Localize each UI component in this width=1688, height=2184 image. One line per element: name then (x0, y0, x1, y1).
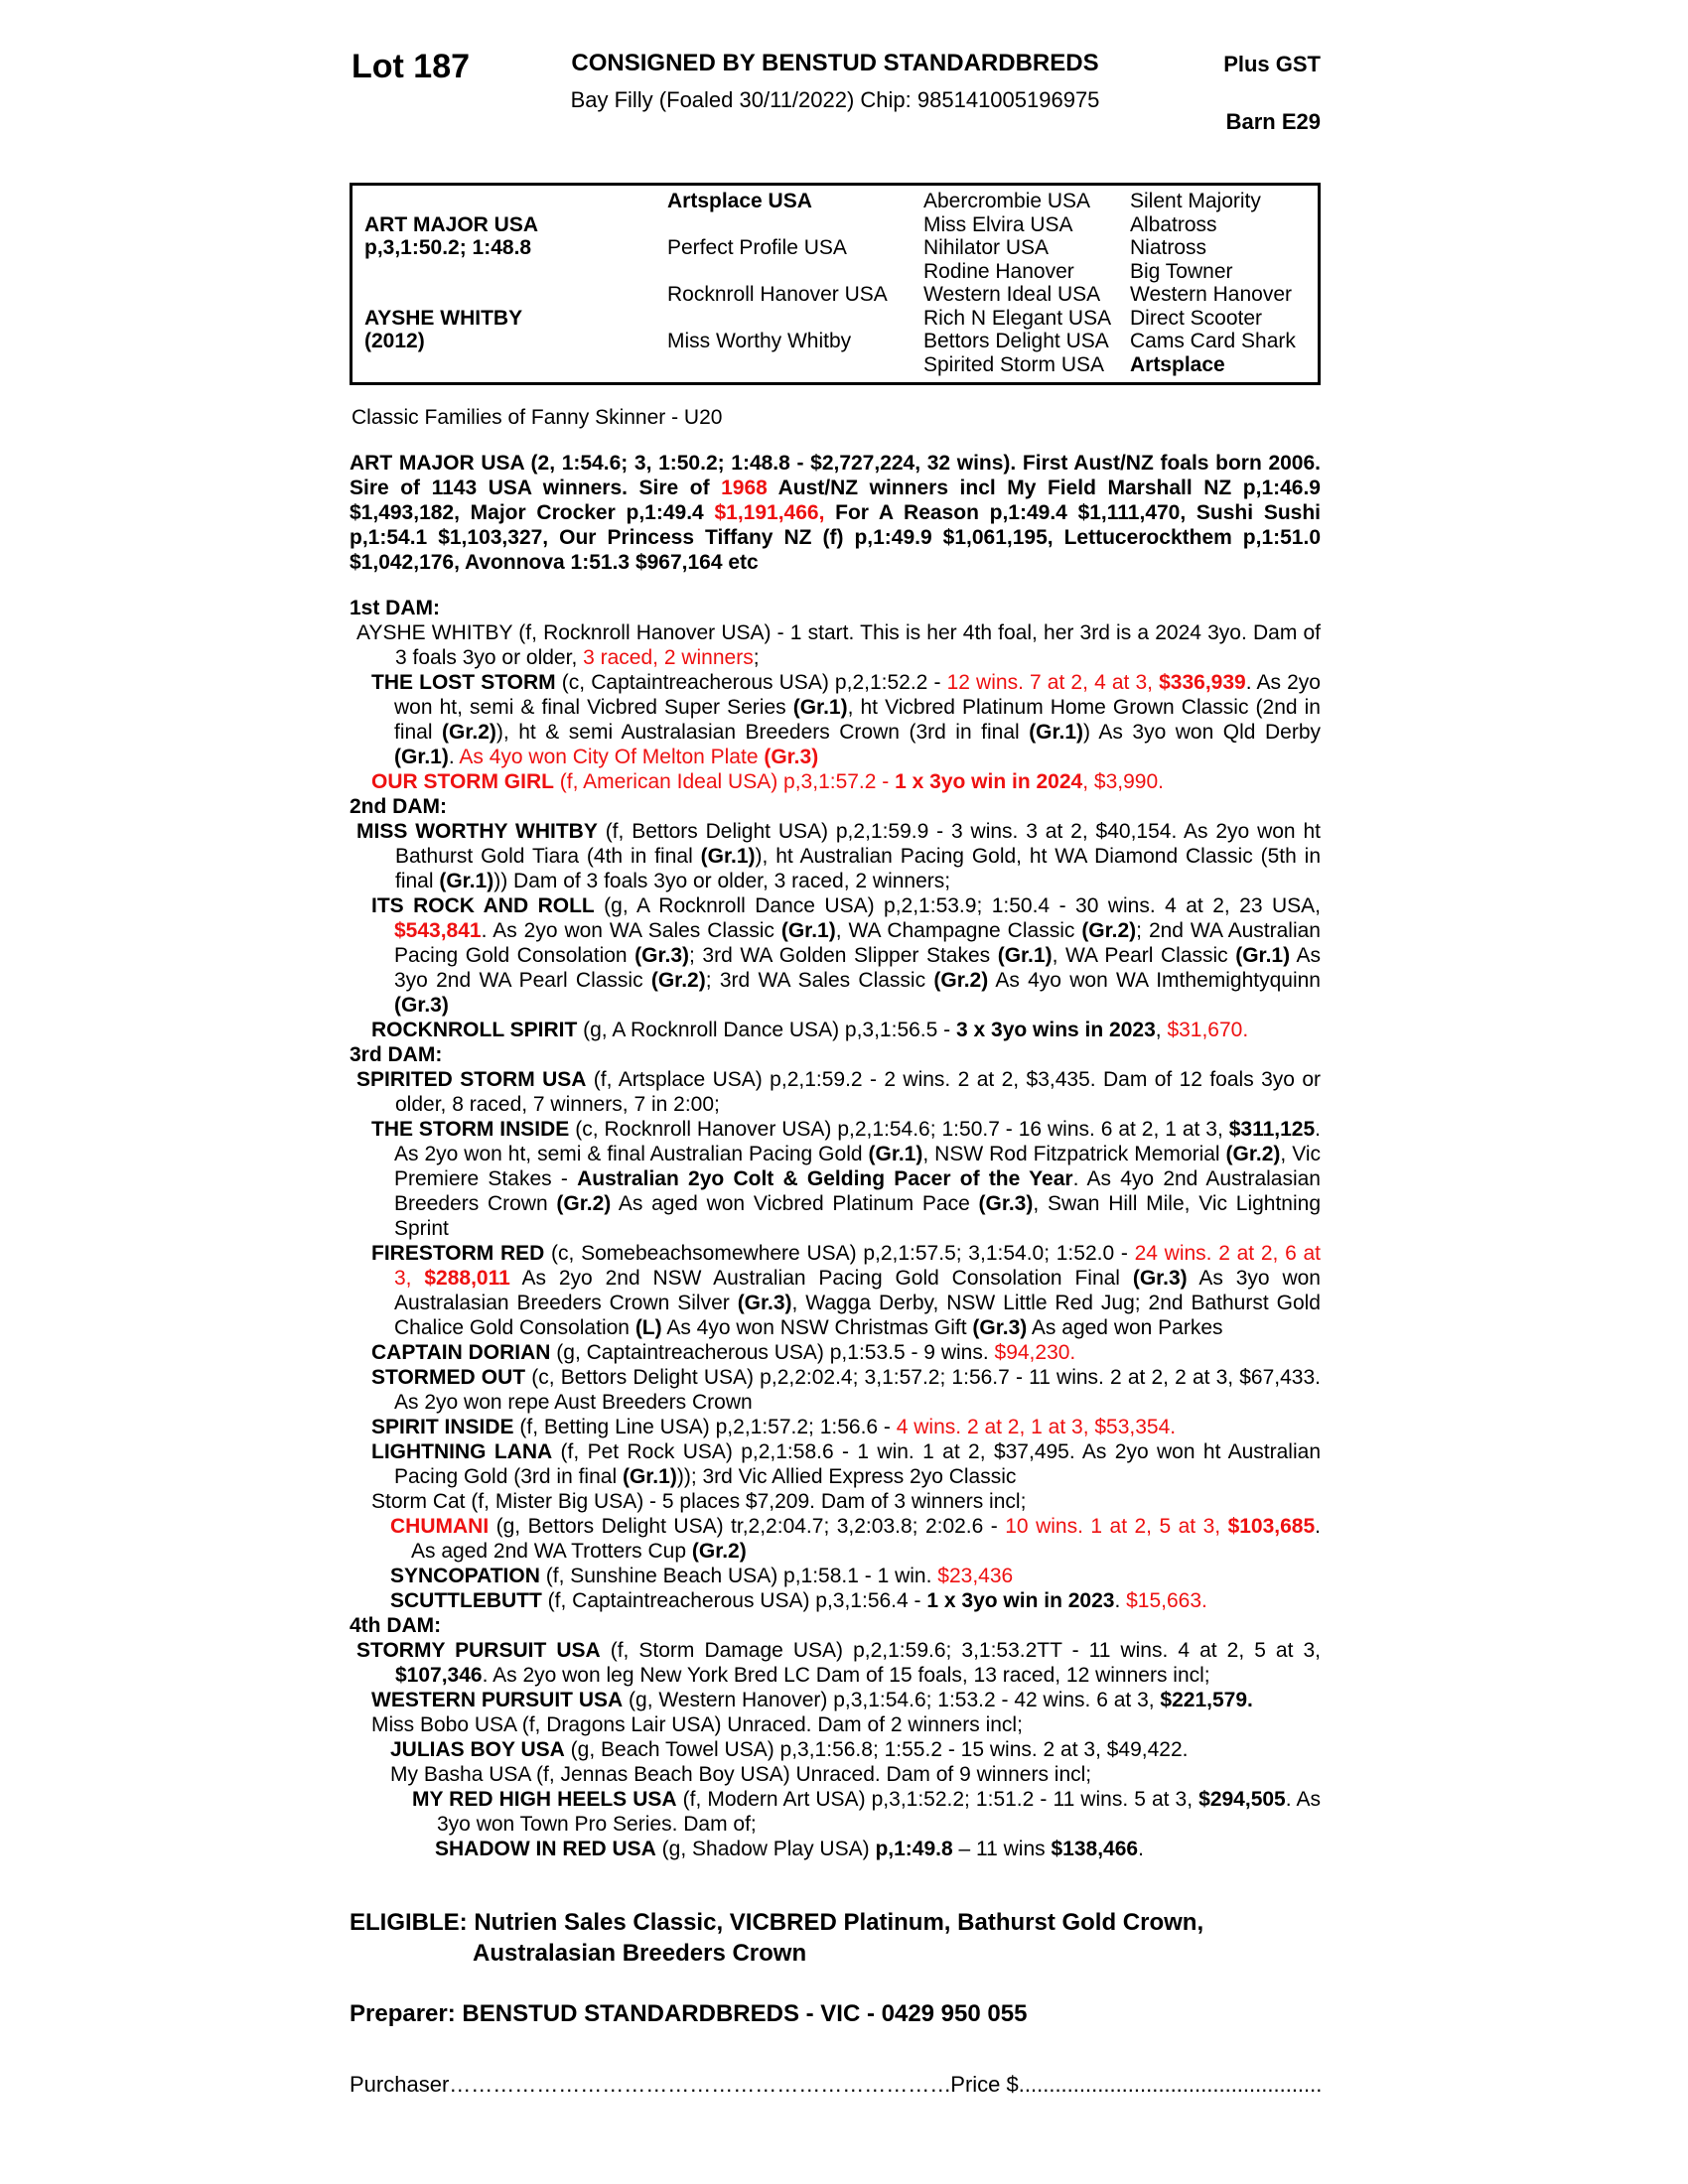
pedigree-entry: ROCKNROLL SPIRIT (g, A Rocknroll Dance U… (371, 1019, 1249, 1041)
pedigree-entry: SPIRIT INSIDE (f, Betting Line USA) p,2,… (371, 1416, 1177, 1438)
pedigree-generation4-name: Niatross (1130, 236, 1207, 259)
pedigree-entry: ITS ROCK AND ROLL (g, A Rocknroll Dance … (371, 894, 1321, 1017)
pedigree-generation4-name: Western Hanover (1130, 283, 1293, 306)
pedigree-name-line: p,3,1:50.2; 1:48.8 (364, 236, 532, 259)
eligible-line2: Australasian Breeders Crown (473, 1940, 807, 1967)
pedigree-entry: THE LOST STORM (c, Captaintreacherous US… (371, 671, 1322, 768)
pedigree-entry: CHUMANI (g, Bettors Delight USA) tr,2,2:… (390, 1515, 1322, 1563)
pedigree-name-line: (2012) (364, 330, 425, 352)
price-dotted-line: ........................................… (1018, 2072, 1321, 2097)
pedigree-entry: SHADOW IN RED USA (g, Shadow Play USA) p… (435, 1838, 1144, 1860)
pedigree-generation3-name: Spirited Storm USA (923, 352, 1105, 376)
pedigree-generation3-name: Western Ideal USA (923, 283, 1101, 306)
family-line: Classic Families of Fanny Skinner - U20 (352, 406, 723, 429)
pedigree-generation2-name: Artsplace USA (667, 190, 812, 212)
dam-heading: 2nd DAM: (350, 795, 447, 818)
pedigree-entry: THE STORM INSIDE (c, Rocknroll Hanover U… (371, 1118, 1322, 1240)
preparer-line: Preparer: BENSTUD STANDARDBREDS - VIC - … (350, 2000, 1028, 2027)
consignor-title: CONSIGNED BY BENSTUD STANDARDBREDS (571, 50, 1099, 76)
pedigree-entry: CAPTAIN DORIAN (g, Captaintreacherous US… (371, 1341, 1076, 1364)
plus-gst-label: Plus GST (1223, 52, 1321, 76)
pedigree-generation4-name: Albatross (1130, 212, 1217, 236)
eligible-block: ELIGIBLE: Nutrien Sales Classic, VICBRED… (350, 1907, 1321, 1969)
pedigree-entry: SYNCOPATION (f, Sunshine Beach USA) p,1:… (390, 1565, 1014, 1587)
pedigree-generation3-name: Abercrombie USA (923, 190, 1091, 212)
purchaser-row: Purchaser ………………………………………………………………………………… (350, 2072, 1321, 2098)
dam-heading: 1st DAM: (350, 597, 441, 619)
pedigree-entry: JULIAS BOY USA (g, Beach Towel USA) p,3,… (390, 1738, 1189, 1761)
pedigree-name-line: ART MAJOR USA (364, 212, 539, 236)
purchaser-label: Purchaser (350, 2072, 450, 2097)
eligible-line1: ELIGIBLE: Nutrien Sales Classic, VICBRED… (350, 1909, 1204, 1936)
pedigree-name-line: AYSHE WHITBY (364, 306, 523, 330)
pedigree-entry: Miss Bobo USA (f, Dragons Lair USA) Unra… (371, 1713, 1023, 1736)
pedigree-generation4-name: Silent Majority (1130, 190, 1261, 212)
pedigree-entry: MISS WORTHY WHITBY (f, Bettors Delight U… (356, 820, 1322, 892)
pedigree-entry: LIGHTNING LANA (f, Pet Rock USA) p,2,1:5… (371, 1440, 1321, 1488)
pedigree-entry: OUR STORM GIRL (f, American Ideal USA) p… (371, 770, 1164, 793)
pedigree-table: ART MAJOR USA p,3,1:50.2; 1:48.8 AYSHE WHI… (350, 183, 1321, 385)
pedigree-generation2-name: Miss Worthy Whitby (667, 330, 852, 352)
pedigree-entry: MY RED HIGH HEELS USA (f, Modern Art USA… (412, 1788, 1321, 1836)
lot-number: Lot 187 (352, 48, 471, 85)
pedigree-generation1-sire: ART MAJOR USA p,3,1:50.2; 1:48.8 (364, 190, 667, 283)
horse-description: Bay Filly (Foaled 30/11/2022) Chip: 9851… (570, 87, 1100, 112)
pedigree-entry: FIRESTORM RED (c, Somebeachsomewhere USA… (371, 1242, 1321, 1339)
pedigree-entry: Storm Cat (f, Mister Big USA) - 5 places… (371, 1490, 1027, 1513)
pedigree-generation2-name: Perfect Profile USA (667, 236, 847, 259)
pedigree-generation3-name: Nihilator USA (923, 236, 1050, 259)
dam-heading: 4th DAM: (350, 1614, 442, 1637)
pedigree-entry: STORMY PURSUIT USA (f, Storm Damage USA)… (356, 1639, 1321, 1687)
pedigree-entry: STORMED OUT (c, Bettors Delight USA) p,2… (371, 1366, 1321, 1414)
dam-sections: 1st DAM: AYSHE WHITBY (f, Rocknroll Hanov… (350, 596, 1321, 1861)
barn-number: Barn E29 (1225, 109, 1321, 134)
pedigree-entry: SCUTTLEBUTT (f, Captaintreacherous USA) … (390, 1589, 1207, 1612)
pedigree-generation3-name: Miss Elvira USA (923, 212, 1073, 236)
pedigree-generation2-name: Rocknroll Hanover USA (667, 283, 888, 306)
sire-paragraph: ART MAJOR USA (2, 1:54.6; 3, 1:50.2; 1:4… (350, 452, 1322, 574)
pedigree-generation4-name: Artsplace (1130, 352, 1225, 376)
pedigree-generation3-name: Rodine Hanover (923, 259, 1074, 283)
dam-heading: 3rd DAM: (350, 1043, 443, 1066)
pedigree-entry: My Basha USA (f, Jennas Beach Boy USA) U… (390, 1763, 1092, 1786)
pedigree-entry: SPIRITED STORM USA (f, Artsplace USA) p,… (356, 1068, 1322, 1116)
pedigree-generation1-dam: AYSHE WHITBY (2012) (364, 283, 667, 376)
header-center: CONSIGNED BY BENSTUD STANDARDBREDS Bay F… (459, 50, 1211, 113)
pedigree-generation3-name: Rich N Elegant USA (923, 306, 1112, 330)
pedigree-generation4-name: Big Towner (1130, 259, 1233, 283)
purchaser-dotted-line: …………………………………………………………………………………………… (449, 2072, 951, 2097)
header: Lot 187 CONSIGNED BY BENSTUD STANDARDBRE… (350, 46, 1321, 183)
pedigree-entry: WESTERN PURSUIT USA (g, Western Hanover)… (371, 1689, 1253, 1711)
pedigree-generation3-name: Bettors Delight USA (923, 330, 1109, 352)
price-label: Price $ (950, 2072, 1019, 2097)
pedigree-generation4-name: Direct Scooter (1130, 306, 1263, 330)
pedigree-entry: AYSHE WHITBY (f, Rocknroll Hanover USA) … (356, 621, 1321, 669)
pedigree-generation4-name: Cams Card Shark (1130, 330, 1296, 352)
content-column: Lot 187 CONSIGNED BY BENSTUD STANDARDBRE… (350, 46, 1321, 2098)
